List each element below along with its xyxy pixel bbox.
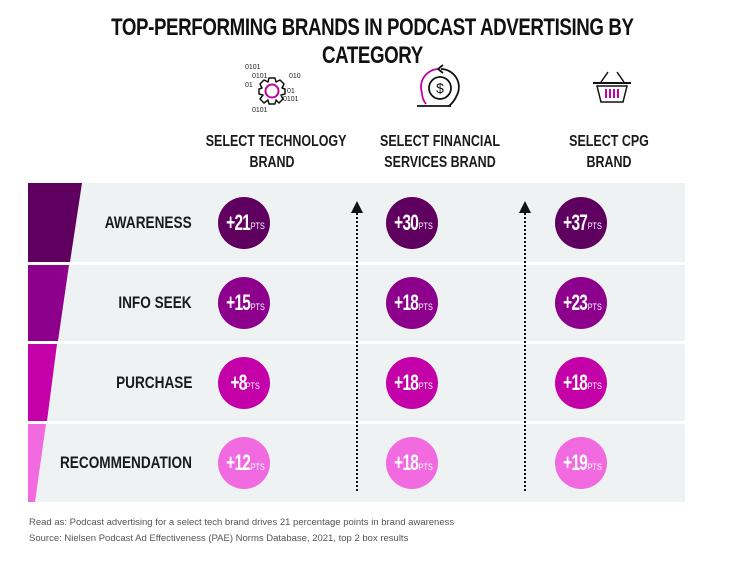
column-label: SELECT CPG BRAND xyxy=(543,131,676,173)
binary-text: 01 xyxy=(287,88,295,95)
funnel-segment xyxy=(28,424,46,502)
value-bubble: +15 PTS xyxy=(218,277,270,329)
binary-text: 0101 xyxy=(283,96,299,103)
value-text: +18 xyxy=(394,290,419,315)
column-label-line: BRAND xyxy=(586,154,632,171)
value-text: +12 xyxy=(226,450,251,475)
funnel-segment xyxy=(28,265,69,341)
column-label: SELECT FINANCIAL SERVICES BRAND xyxy=(374,131,507,173)
value-bubble: +18 PTS xyxy=(386,437,438,489)
svg-text:$: $ xyxy=(436,80,444,96)
row-label: PURCHASE xyxy=(115,372,192,392)
value-bubble: +18 PTS xyxy=(555,356,607,409)
value-text: +8 xyxy=(230,369,247,395)
unit-text: PTS xyxy=(588,301,603,312)
value-bubble: +23 PTS xyxy=(555,277,607,329)
binary-text: 0101 xyxy=(252,73,268,80)
unit-text: PTS xyxy=(419,461,434,472)
column-header-financial: $ SELECT FINANCIAL SERVICES BRAND xyxy=(355,60,525,173)
column-label-line: SELECT FINANCIAL xyxy=(380,133,500,150)
value-bubble: +18 PTS xyxy=(386,277,438,329)
funnel-segment-shape xyxy=(28,265,69,341)
value-text: +30 xyxy=(394,209,419,235)
chart-title: TOP-PERFORMING BRANDS IN PODCAST ADVERTI… xyxy=(111,14,634,69)
column-header-technology: 0101 0101 010 01 01 0101 0101 SELECT TEC… xyxy=(187,60,357,173)
funnel-segment-shape xyxy=(28,344,57,421)
unit-text: PTS xyxy=(245,381,260,391)
unit-text: PTS xyxy=(419,301,434,312)
unit-text: PTS xyxy=(419,221,434,231)
value-bubble: +30 PTS xyxy=(386,196,438,249)
value-text: +18 xyxy=(394,369,419,395)
source-note: Source: Nielsen Podcast Ad Effectiveness… xyxy=(29,533,409,544)
funnel-segment xyxy=(28,344,57,421)
binary-text: 010 xyxy=(289,73,301,80)
value-bubble: +18 PTS xyxy=(386,356,438,409)
column-label-line: BRAND xyxy=(249,154,295,171)
value-text: +15 xyxy=(226,290,251,315)
shopping-basket-icon xyxy=(524,60,694,122)
row-label: AWARENESS xyxy=(105,212,192,232)
unit-text: PTS xyxy=(251,461,266,472)
value-text: +18 xyxy=(563,369,588,395)
funnel-segment xyxy=(28,183,82,262)
value-bubble: +8 PTS xyxy=(218,356,270,409)
unit-text: PTS xyxy=(251,301,266,312)
up-arrow-icon xyxy=(351,201,363,491)
binary-text: 0101 xyxy=(252,107,268,114)
value-bubble: +37 PTS xyxy=(555,196,607,249)
unit-text: PTS xyxy=(419,381,434,391)
value-text: +21 xyxy=(226,209,251,235)
gear-binary-icon: 0101 0101 010 01 01 0101 0101 xyxy=(187,60,357,122)
value-text: +19 xyxy=(563,450,588,475)
dollar-cycle-icon: $ xyxy=(355,60,525,122)
up-arrow-icon xyxy=(519,201,531,491)
funnel-segment-shape xyxy=(28,424,46,502)
binary-text: 0101 xyxy=(245,64,261,71)
column-label: SELECT TECHNOLOGY BRAND xyxy=(205,131,347,173)
unit-text: PTS xyxy=(588,461,603,472)
unit-text: PTS xyxy=(588,221,603,231)
value-bubble: +19 PTS xyxy=(555,437,607,489)
value-text: +18 xyxy=(394,450,419,475)
funnel-segment-shape xyxy=(28,183,82,262)
unit-text: PTS xyxy=(251,221,266,231)
column-header-cpg: SELECT CPG BRAND xyxy=(524,60,694,173)
value-text: +37 xyxy=(563,209,588,235)
column-label-line: SELECT CPG xyxy=(569,133,649,150)
binary-text: 01 xyxy=(245,82,253,89)
unit-text: PTS xyxy=(588,381,603,391)
row-label: RECOMMENDATION xyxy=(60,453,192,472)
value-text: +23 xyxy=(563,290,588,315)
value-bubble: +12 PTS xyxy=(218,437,270,489)
row-label: INFO SEEK xyxy=(118,293,192,312)
value-bubble: +21 PTS xyxy=(218,196,270,249)
column-label-line: SELECT TECHNOLOGY xyxy=(205,133,347,150)
read-as-note: Read as: Podcast advertising for a selec… xyxy=(29,517,455,528)
column-label-line: SERVICES BRAND xyxy=(384,154,496,171)
